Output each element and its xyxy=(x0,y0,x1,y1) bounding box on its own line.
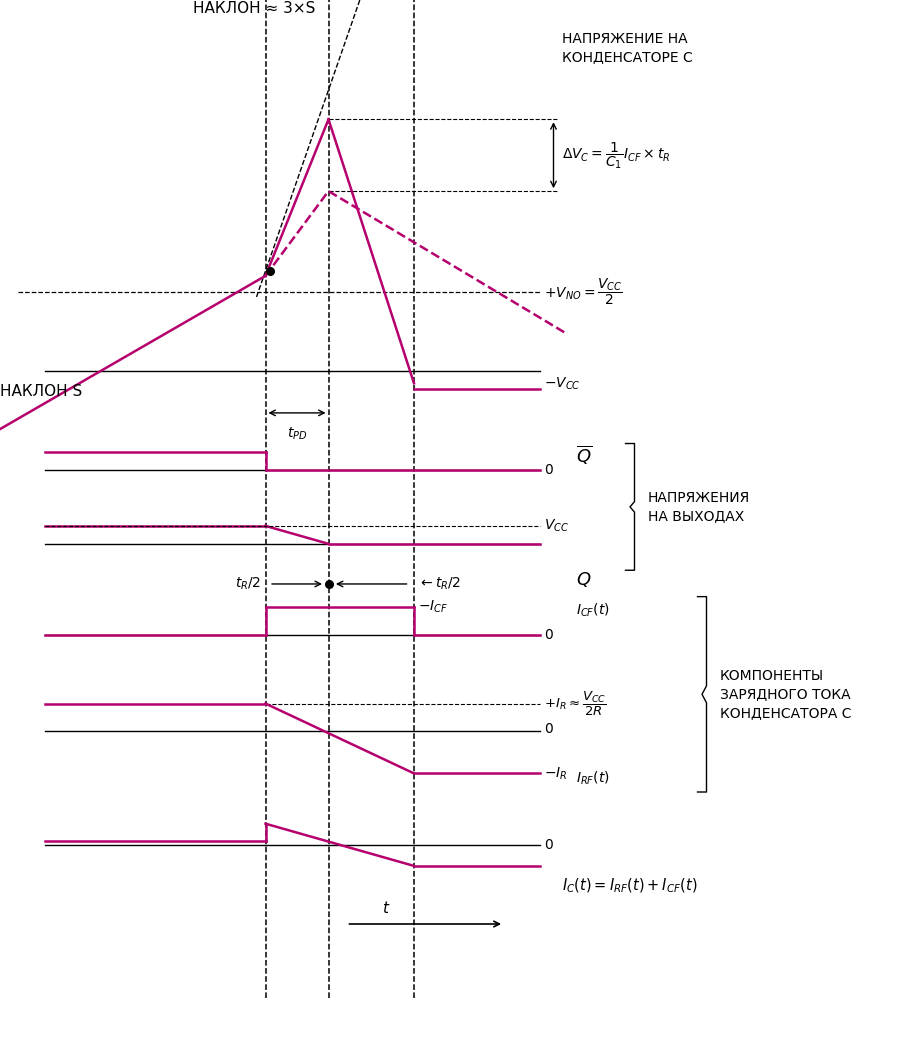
Text: $-I_R$: $-I_R$ xyxy=(544,766,568,781)
Text: НАПРЯЖЕНИЯ
НА ВЫХОДАХ: НАПРЯЖЕНИЯ НА ВЫХОДАХ xyxy=(648,491,751,523)
Text: НАКЛОН S: НАКЛОН S xyxy=(0,384,82,399)
Text: $t$: $t$ xyxy=(382,900,391,916)
Text: $+V_{NO} = \dfrac{V_{CC}}{2}$: $+V_{NO} = \dfrac{V_{CC}}{2}$ xyxy=(544,277,624,307)
Text: 0: 0 xyxy=(544,837,554,852)
Text: 0: 0 xyxy=(544,722,554,736)
Text: $\leftarrow t_R/2$: $\leftarrow t_R/2$ xyxy=(418,576,462,592)
Text: $I_{CF}(t)$: $I_{CF}(t)$ xyxy=(576,602,610,619)
Text: 0: 0 xyxy=(544,628,554,642)
Text: $-I_{CF}$: $-I_{CF}$ xyxy=(418,599,449,616)
Text: $V_{CC}$: $V_{CC}$ xyxy=(544,517,570,534)
Text: 0: 0 xyxy=(544,463,554,477)
Text: $I_{RF}(t)$: $I_{RF}(t)$ xyxy=(576,770,610,787)
Text: $\overline{Q}$: $\overline{Q}$ xyxy=(576,444,592,467)
Text: $t_R/2$: $t_R/2$ xyxy=(235,576,261,592)
Text: $I_C(t) = I_{RF}(t) + I_{CF}(t)$: $I_C(t) = I_{RF}(t) + I_{CF}(t)$ xyxy=(562,876,698,894)
Text: $-V_{CC}$: $-V_{CC}$ xyxy=(544,375,581,392)
Text: $+I_R \approx \dfrac{V_{CC}}{2R}$: $+I_R \approx \dfrac{V_{CC}}{2R}$ xyxy=(544,690,607,718)
Text: КОМПОНЕНТЫ
ЗАРЯДНОГО ТОКА
КОНДЕНСАТОРА C: КОМПОНЕНТЫ ЗАРЯДНОГО ТОКА КОНДЕНСАТОРА C xyxy=(720,668,851,720)
Text: НАКЛОН ≈ 3×S: НАКЛОН ≈ 3×S xyxy=(194,1,316,16)
Text: $Q$: $Q$ xyxy=(576,570,591,589)
Text: $t_{PD}$: $t_{PD}$ xyxy=(287,426,307,442)
Text: $\Delta V_C = \dfrac{1}{C_1} I_{CF} \times t_R$: $\Delta V_C = \dfrac{1}{C_1} I_{CF} \tim… xyxy=(562,139,670,171)
Text: НАПРЯЖЕНИЕ НА
КОНДЕНСАТОРЕ С: НАПРЯЖЕНИЕ НА КОНДЕНСАТОРЕ С xyxy=(562,32,693,64)
